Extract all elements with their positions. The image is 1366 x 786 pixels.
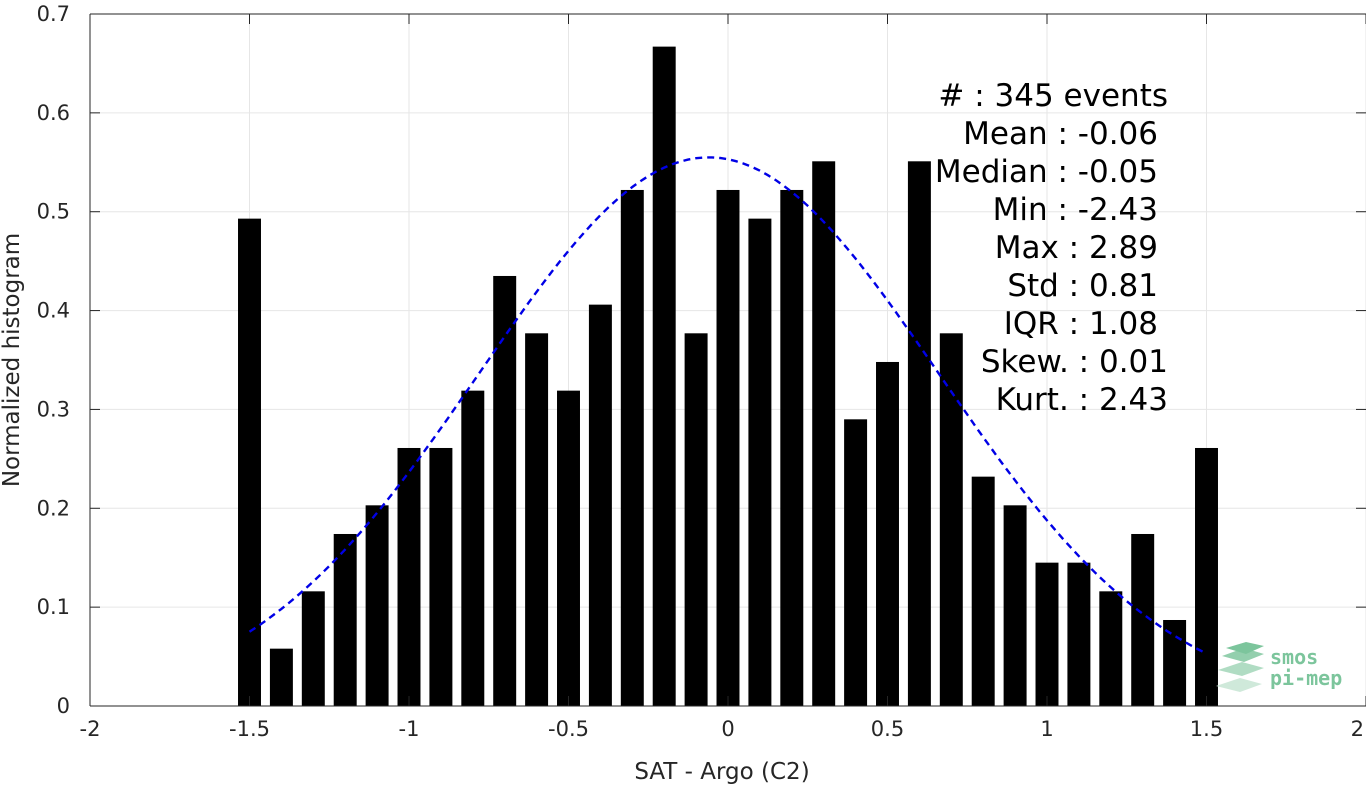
x-tick-label: 2 xyxy=(1351,717,1364,741)
stats-line: Max : 2.89 xyxy=(995,230,1158,266)
y-tick-label: 0.5 xyxy=(37,200,70,224)
histogram-bar xyxy=(333,533,357,706)
histogram-bar xyxy=(1131,533,1155,706)
stats-line: Kurt. : 2.43 xyxy=(996,382,1168,418)
histogram-bar xyxy=(939,333,963,706)
histogram-bar xyxy=(365,505,389,706)
histogram-bar xyxy=(684,333,708,706)
histogram-bar xyxy=(971,476,995,706)
logo-text-smos: smos xyxy=(1270,645,1318,669)
x-tick-label: 0.5 xyxy=(871,717,904,741)
x-tick-label: -2 xyxy=(80,717,101,741)
y-tick-label: 0.7 xyxy=(37,2,70,26)
y-tick-label: 0 xyxy=(57,694,70,718)
y-tick-label: 0.4 xyxy=(37,299,70,323)
histogram-bars xyxy=(238,46,1218,707)
x-tick-label: -1.5 xyxy=(229,717,270,741)
y-tick-label: 0.6 xyxy=(37,101,70,125)
histogram-bar xyxy=(1003,505,1027,706)
logo-layers-icon xyxy=(1216,642,1264,692)
histogram-bar xyxy=(461,390,485,706)
x-tick-labels: -2 -1.5 -1 -0.5 0 0.5 1 1.5 2 xyxy=(80,717,1364,741)
y-tick-label: 0.1 xyxy=(37,595,70,619)
histogram-bar xyxy=(525,333,549,706)
x-tick-label: 0 xyxy=(721,717,734,741)
histogram-bar xyxy=(716,189,740,707)
stats-line: Std : 0.81 xyxy=(1007,268,1158,304)
histogram-bar xyxy=(397,447,421,706)
y-tick-label: 0.2 xyxy=(37,496,70,520)
x-tick-label: 1.5 xyxy=(1190,717,1223,741)
histogram-bar xyxy=(748,218,772,707)
x-axis-label: SAT - Argo (C2) xyxy=(634,759,809,785)
logo-text-pi-mep: pi-mep xyxy=(1270,666,1342,690)
y-axis-label: Normalized histogram xyxy=(0,233,25,487)
histogram-bar xyxy=(1195,447,1218,706)
stats-line: Min : -2.43 xyxy=(993,192,1158,228)
stats-line: # : 345 events xyxy=(938,78,1168,114)
histogram-bar xyxy=(301,591,325,706)
stats-line: Skew. : 0.01 xyxy=(981,344,1168,380)
y-tick-labels: 0 0.1 0.2 0.3 0.4 0.5 0.6 0.7 xyxy=(37,2,70,718)
histogram-bar xyxy=(812,161,836,707)
histogram-bar xyxy=(1099,591,1123,706)
x-tick-label: 1 xyxy=(1040,717,1053,741)
stats-line: IQR : 1.08 xyxy=(1004,306,1158,342)
stats-line: Mean : -0.06 xyxy=(963,116,1158,152)
histogram-bar xyxy=(429,447,453,706)
histogram-bar xyxy=(780,189,804,707)
x-tick-label: -1 xyxy=(399,717,420,741)
histogram-bar xyxy=(238,218,261,707)
axes-frame xyxy=(89,13,1366,707)
x-tick-label: -0.5 xyxy=(548,717,589,741)
histogram-bar xyxy=(876,361,899,706)
histogram-bar xyxy=(493,275,517,706)
histogram-bar xyxy=(844,419,868,706)
histogram-bar xyxy=(269,648,293,706)
histogram-bar xyxy=(1035,562,1059,706)
histogram-bar xyxy=(557,390,580,706)
stats-line: Median : -0.05 xyxy=(935,154,1158,190)
smos-pi-mep-logo: smos pi-mep xyxy=(1216,642,1342,692)
histogram-bar xyxy=(1163,619,1187,706)
histogram-bar xyxy=(588,304,612,706)
histogram-bar xyxy=(620,189,644,707)
y-tick-label: 0.3 xyxy=(37,397,70,421)
histogram-bar xyxy=(652,46,676,706)
gaussian-fit-curve xyxy=(248,156,1208,655)
histogram-bar xyxy=(1067,562,1091,706)
histogram-bar xyxy=(907,161,931,707)
